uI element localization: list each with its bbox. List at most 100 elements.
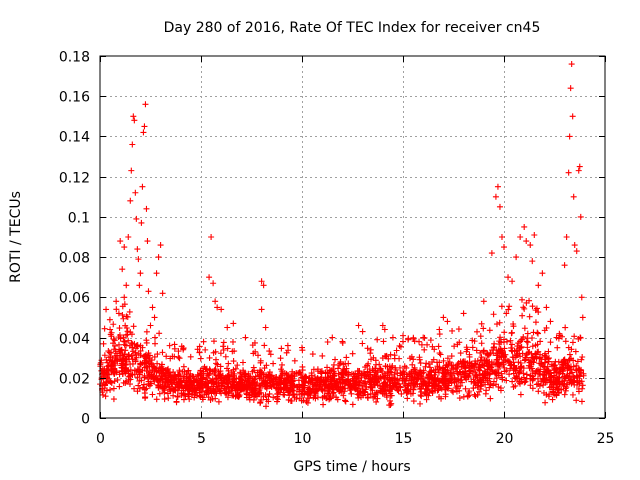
data-point — [197, 385, 204, 392]
data-point — [161, 389, 168, 396]
data-point — [469, 344, 476, 351]
data-point — [214, 304, 221, 311]
data-point — [475, 366, 482, 373]
data-point — [278, 361, 285, 368]
data-point — [201, 382, 208, 389]
data-point — [119, 266, 126, 273]
data-point — [416, 338, 423, 345]
data-point — [497, 334, 504, 341]
data-point — [110, 368, 117, 375]
data-point — [434, 363, 441, 370]
data-point — [304, 399, 311, 406]
data-point — [121, 356, 128, 363]
data-point — [145, 378, 152, 385]
data-point — [326, 384, 333, 391]
data-point — [477, 333, 484, 340]
data-point — [164, 366, 171, 373]
data-point — [114, 376, 121, 383]
data-point — [110, 321, 117, 328]
data-point — [572, 348, 579, 355]
data-point — [410, 398, 417, 405]
data-point — [252, 373, 259, 380]
data-point — [409, 390, 416, 397]
data-point — [319, 352, 326, 359]
data-point — [543, 304, 550, 311]
data-point — [340, 368, 347, 375]
x-tick-label: 5 — [197, 431, 206, 447]
data-point — [575, 167, 582, 174]
data-point — [113, 306, 120, 313]
data-point — [541, 327, 548, 334]
data-point — [210, 338, 217, 345]
plot-frame — [99, 55, 606, 419]
data-point — [501, 354, 508, 361]
data-point — [206, 274, 213, 281]
data-point — [237, 375, 244, 382]
data-point — [408, 376, 415, 383]
data-point — [507, 365, 514, 372]
data-point — [567, 363, 574, 370]
data-point — [105, 348, 112, 355]
data-point — [278, 345, 285, 352]
data-point — [135, 350, 142, 357]
data-point — [100, 371, 107, 378]
data-point — [448, 353, 455, 360]
data-point — [125, 337, 132, 344]
data-point — [545, 348, 552, 355]
data-point — [397, 343, 404, 350]
data-point — [490, 350, 497, 357]
data-point — [474, 384, 481, 391]
data-point — [513, 365, 520, 372]
data-point — [278, 366, 285, 373]
data-point — [429, 375, 436, 382]
data-point — [166, 342, 173, 349]
data-point — [508, 341, 515, 348]
data-point — [155, 254, 162, 261]
data-point — [529, 258, 536, 265]
data-point — [260, 282, 267, 289]
data-point — [454, 370, 461, 377]
data-point — [120, 315, 127, 322]
data-point — [123, 282, 130, 289]
data-point — [212, 356, 219, 363]
data-point — [308, 375, 315, 382]
grid-layer — [100, 56, 605, 418]
data-point — [550, 367, 557, 374]
data-point — [131, 367, 138, 374]
data-point — [221, 383, 228, 390]
data-point — [258, 278, 265, 285]
data-point — [179, 382, 186, 389]
x-tick-label: 0 — [96, 431, 105, 447]
data-point — [399, 368, 406, 375]
data-point — [156, 390, 163, 397]
data-point — [126, 308, 133, 315]
data-point — [566, 351, 573, 358]
data-point — [499, 376, 506, 383]
data-point — [394, 370, 401, 377]
data-point — [224, 394, 231, 401]
data-point — [278, 384, 285, 391]
data-point — [509, 348, 516, 355]
data-point — [543, 369, 550, 376]
data-point — [575, 335, 582, 342]
data-point — [230, 376, 237, 383]
y-tick-label: 0.12 — [59, 171, 90, 187]
data-point — [210, 280, 217, 287]
data-point — [478, 320, 485, 327]
data-point — [425, 360, 432, 367]
data-point — [137, 361, 144, 368]
data-point — [545, 358, 552, 365]
data-point — [200, 338, 207, 345]
data-point — [411, 364, 418, 371]
data-point — [509, 354, 516, 361]
data-point — [260, 393, 267, 400]
data-point — [266, 372, 273, 379]
data-point — [567, 85, 574, 92]
data-point — [549, 381, 556, 388]
data-point — [178, 378, 185, 385]
data-point — [372, 367, 379, 374]
data-point — [571, 377, 578, 384]
data-point — [207, 396, 214, 403]
data-point — [390, 375, 397, 382]
data-point — [235, 392, 242, 399]
